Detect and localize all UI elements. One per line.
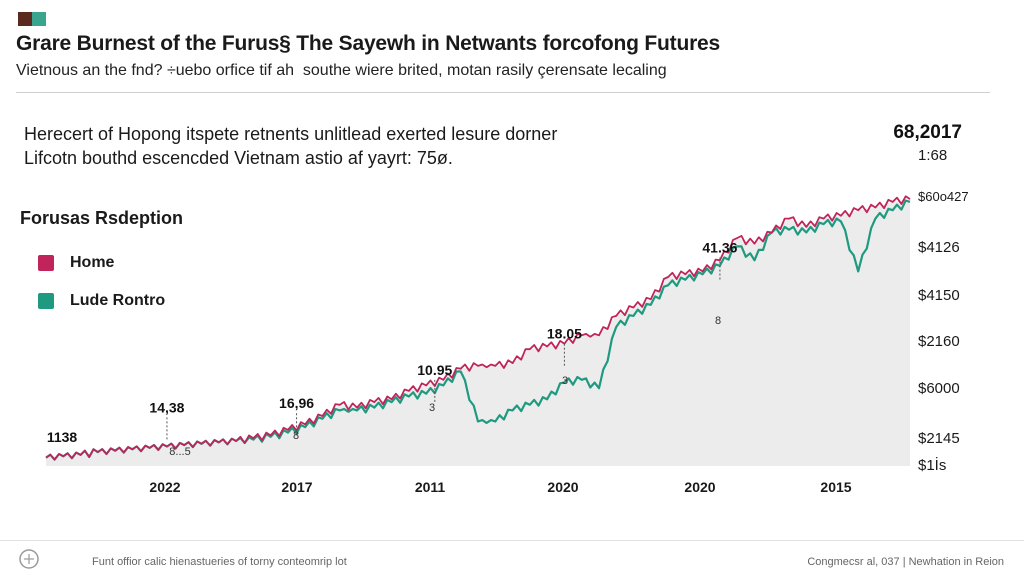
x-tick-label: 2015 <box>820 479 851 495</box>
data-label: 16,96 <box>279 395 314 411</box>
footer-credit: Congmecsr al, 037 | Newhation in Reion <box>807 556 1004 568</box>
legend-swatch-home <box>38 255 54 271</box>
data-sublabel: 8 <box>293 430 299 442</box>
y-tick-label: $60o427 <box>918 189 969 204</box>
y-tick-label: $6000 <box>918 380 960 397</box>
data-sublabel: 8...5 <box>169 446 190 458</box>
data-label: 18.05 <box>547 326 582 342</box>
legend-item-lude-rontro[interactable]: Lude Rontro <box>38 292 165 310</box>
data-label: 14,38 <box>149 399 184 415</box>
x-tick-label: 2020 <box>547 479 578 495</box>
chart-subtitle: Vietnous an the fnd? ÷uebo orfice tif ah… <box>16 62 667 79</box>
publisher-seal-icon <box>19 549 39 569</box>
data-sublabel: 8 <box>715 315 721 327</box>
data-label: 1138 <box>47 429 78 445</box>
brand-logo-block-dark <box>18 12 32 26</box>
footer-divider <box>0 540 1024 541</box>
brand-logo-block-teal <box>32 12 46 26</box>
y-tick-label: $4150 <box>918 287 960 304</box>
brand-logo <box>18 12 48 26</box>
legend-swatch-lude-rontro <box>38 293 54 309</box>
series-line-home <box>45 195 911 461</box>
y-tick-label: $2145 <box>918 430 960 447</box>
top-value-label: 68,2017 <box>893 122 962 143</box>
data-label: 41.36 <box>702 240 737 256</box>
legend-item-home[interactable]: Home <box>38 254 114 272</box>
x-tick-label: 2011 <box>415 479 446 495</box>
data-label: 10.95 <box>417 362 452 378</box>
y-tick-label: $1İs <box>918 456 946 474</box>
x-tick-label: 2017 <box>281 479 312 495</box>
area-fill <box>46 199 910 466</box>
legend-label-lude-rontro: Lude Rontro <box>70 292 166 309</box>
legend-title: Forusas Rsdeption <box>20 208 184 228</box>
data-sublabel: 3 <box>562 375 568 387</box>
y-tick-label: $2160 <box>918 333 960 350</box>
legend-label-home: Home <box>70 254 115 271</box>
header-divider <box>16 92 990 93</box>
description-line-2: Lifcotn bouthd escencded Vietnam astio a… <box>24 148 453 168</box>
y-tick-label: $4126 <box>918 239 960 256</box>
data-sublabel: 3 <box>429 402 435 414</box>
footer-source-note: Funt offior calic hienastueries of torny… <box>92 556 347 568</box>
chart-title: Grare Burnest of the Furus§ The Sayewh i… <box>16 32 720 55</box>
x-tick-label: 2020 <box>684 479 715 495</box>
y-tick-label: 1:68 <box>918 147 947 164</box>
description-line-1: Herecert of Hopong itspete retnents unli… <box>24 124 558 144</box>
x-tick-label: 2022 <box>149 479 180 495</box>
